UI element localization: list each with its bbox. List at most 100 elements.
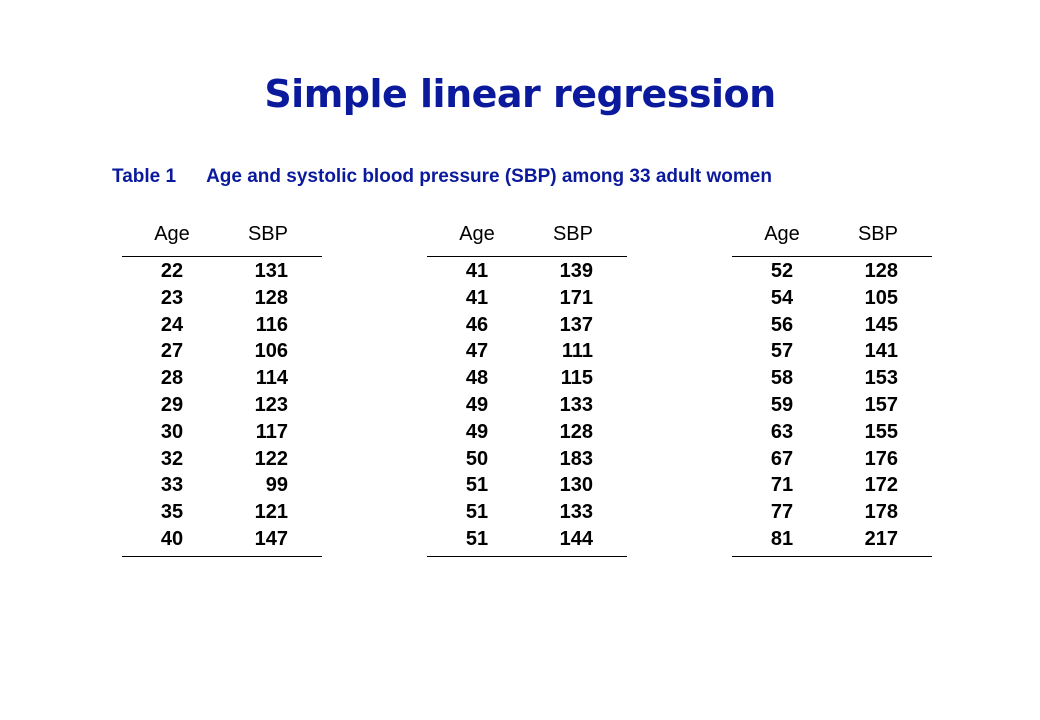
table-row: 33 99 xyxy=(122,472,322,499)
sbp-cell: 128 xyxy=(864,260,898,282)
table-row: 41 171 xyxy=(427,285,627,312)
sbp-cell: 157 xyxy=(864,393,898,416)
table-row: 46 137 xyxy=(427,312,627,339)
table-row: 49 133 xyxy=(427,392,627,419)
sbp-cell: 217 xyxy=(864,527,898,550)
sbp-cell: 172 xyxy=(864,474,898,497)
age-cell: 29 xyxy=(160,393,184,416)
sbp-cell: 117 xyxy=(255,420,288,443)
age-cell: 49 xyxy=(465,393,489,416)
sbp-cell: 133 xyxy=(559,393,593,416)
sbp-column-header: SBP xyxy=(857,223,898,245)
table-row: 50 183 xyxy=(427,446,627,473)
table-row: 28 114 xyxy=(122,365,322,392)
age-cell: 59 xyxy=(770,393,794,416)
sbp-cell: 178 xyxy=(864,501,898,524)
sbp-cell: 155 xyxy=(864,420,898,443)
age-cell: 30 xyxy=(160,420,184,443)
age-cell: 23 xyxy=(160,286,184,309)
table-row: 27 106 xyxy=(122,338,322,365)
table-row: 52 128 xyxy=(732,258,932,285)
sbp-cell: 183 xyxy=(559,447,593,470)
table-row: 47 111 xyxy=(427,338,627,365)
slide-title: Simple linear regression xyxy=(264,72,776,116)
sbp-cell: 137 xyxy=(559,313,593,336)
sbp-cell: 130 xyxy=(559,474,593,497)
table-caption-label: Table 1 xyxy=(112,166,177,187)
age-cell: 51 xyxy=(465,527,489,550)
age-cell: 41 xyxy=(465,260,489,282)
data-table-2: Age SBP 41 139 41 171 46 137 47 111 48 115 49 133 49… xyxy=(427,221,627,557)
age-cell: 49 xyxy=(465,420,489,443)
table-row: 41 139 xyxy=(427,258,627,285)
table-top-rule xyxy=(122,256,322,257)
table-row: 48 115 xyxy=(427,365,627,392)
sbp-cell: 111 xyxy=(561,340,593,363)
age-cell: 54 xyxy=(770,286,794,309)
sbp-cell: 153 xyxy=(864,367,898,390)
age-cell: 24 xyxy=(160,313,184,336)
age-cell: 57 xyxy=(770,340,794,363)
table-row: 77 178 xyxy=(732,499,932,526)
sbp-cell: 99 xyxy=(265,474,288,497)
table-row: 59 157 xyxy=(732,392,932,419)
table-header: Age SBP xyxy=(427,221,627,247)
age-cell: 56 xyxy=(770,313,794,336)
age-cell: 67 xyxy=(770,447,794,470)
table-row: 51 130 xyxy=(427,472,627,499)
sbp-cell: 128 xyxy=(559,420,593,443)
table-row: 22 131 xyxy=(122,258,322,285)
table-row: 63 155 xyxy=(732,419,932,446)
age-cell: 22 xyxy=(160,260,184,282)
table-row: 30 117 xyxy=(122,419,322,446)
table-bottom-rule xyxy=(732,555,932,557)
age-cell: 51 xyxy=(465,474,489,497)
table-top-rule xyxy=(732,256,932,257)
sbp-cell: 121 xyxy=(254,501,288,524)
sbp-cell: 145 xyxy=(864,313,898,336)
sbp-cell: 133 xyxy=(559,501,593,524)
age-cell: 40 xyxy=(160,527,184,550)
sbp-cell: 139 xyxy=(559,260,593,282)
age-cell: 50 xyxy=(465,447,489,470)
sbp-column-header: SBP xyxy=(247,223,288,245)
table-caption-text: Age and systolic blood pressure (SBP) am… xyxy=(206,166,772,187)
data-table-1: Age SBP 22 131 23 128 24 116 27 106 28 114 29 123 30… xyxy=(122,221,322,557)
table-row: 40 147 xyxy=(122,526,322,553)
age-cell: 52 xyxy=(770,260,794,282)
age-cell: 77 xyxy=(770,501,794,524)
sbp-cell: 128 xyxy=(254,286,288,309)
sbp-cell: 116 xyxy=(255,313,288,336)
sbp-cell: 114 xyxy=(255,367,288,390)
table-header: Age SBP xyxy=(732,221,932,247)
age-cell: 81 xyxy=(770,527,794,550)
sbp-cell: 144 xyxy=(559,527,593,550)
age-column-header: Age xyxy=(154,223,190,245)
table-row: 67 176 xyxy=(732,446,932,473)
age-cell: 71 xyxy=(770,474,794,497)
table-row: 58 153 xyxy=(732,365,932,392)
age-cell: 51 xyxy=(465,501,489,524)
sbp-cell: 141 xyxy=(864,340,898,363)
table-row: 71 172 xyxy=(732,472,932,499)
age-cell: 63 xyxy=(770,420,794,443)
table-row: 29 123 xyxy=(122,392,322,419)
age-cell: 27 xyxy=(160,340,184,363)
age-cell: 48 xyxy=(465,367,489,390)
sbp-cell: 106 xyxy=(254,340,288,363)
sbp-cell: 123 xyxy=(254,393,288,416)
sbp-cell: 171 xyxy=(559,286,593,309)
sbp-cell: 131 xyxy=(254,260,288,282)
age-cell: 46 xyxy=(465,313,489,336)
table-row: 51 133 xyxy=(427,499,627,526)
table-row: 23 128 xyxy=(122,285,322,312)
table-header: Age SBP xyxy=(122,221,322,247)
sbp-cell: 147 xyxy=(254,527,288,550)
table-body: 22 131 23 128 24 116 27 106 28 114 29 123 30 117 32 122… xyxy=(122,257,322,553)
sbp-cell: 105 xyxy=(864,286,898,309)
age-column-header: Age xyxy=(459,223,495,245)
age-cell: 28 xyxy=(160,367,184,390)
age-cell: 47 xyxy=(465,340,489,363)
table-row: 51 144 xyxy=(427,526,627,553)
sbp-column-header: SBP xyxy=(552,223,593,245)
